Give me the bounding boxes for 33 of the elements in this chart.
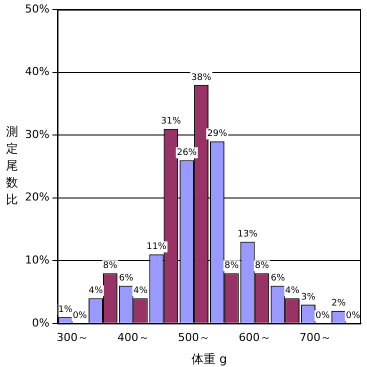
y-tick-label: 10% xyxy=(24,254,50,266)
data-label: 3% xyxy=(301,292,316,302)
data-label: 6% xyxy=(270,274,286,284)
data-label: 8% xyxy=(103,261,118,272)
y-tick-label: 40% xyxy=(24,65,50,78)
data-label: 0% xyxy=(72,311,88,322)
y-tick-label: 30% xyxy=(24,128,50,141)
x-axis-title: 体重 g xyxy=(192,352,227,366)
y-axis-title: 測定尾数比 xyxy=(6,124,18,207)
data-label: 8% xyxy=(254,261,270,272)
data-label: 1% xyxy=(58,304,74,315)
y-tick-label: 50% xyxy=(24,2,50,16)
data-label: 29% xyxy=(207,129,228,140)
y-tick-label: 20% xyxy=(24,190,50,204)
data-label: 38% xyxy=(191,72,212,83)
x-tick-label: 600～ xyxy=(238,330,271,344)
data-label: 8% xyxy=(224,261,240,272)
data-label: 4% xyxy=(285,286,300,296)
y-tick-label: 0% xyxy=(32,316,50,330)
data-label: 4% xyxy=(133,286,148,296)
data-label: 0% xyxy=(316,311,330,322)
x-tick-label: 700～ xyxy=(299,330,332,344)
data-label: 4% xyxy=(88,286,104,296)
x-tick-label: 400～ xyxy=(117,330,150,344)
data-label: 2% xyxy=(331,298,346,309)
data-label: 31% xyxy=(160,116,182,127)
x-tick-label: 300～ xyxy=(56,330,89,344)
data-label: 26% xyxy=(176,148,198,158)
data-label: 13% xyxy=(238,230,258,240)
data-label: 6% xyxy=(118,274,134,284)
data-label: 0% xyxy=(346,311,361,322)
data-label: 11% xyxy=(146,242,167,252)
x-tick-label: 500～ xyxy=(178,330,210,344)
